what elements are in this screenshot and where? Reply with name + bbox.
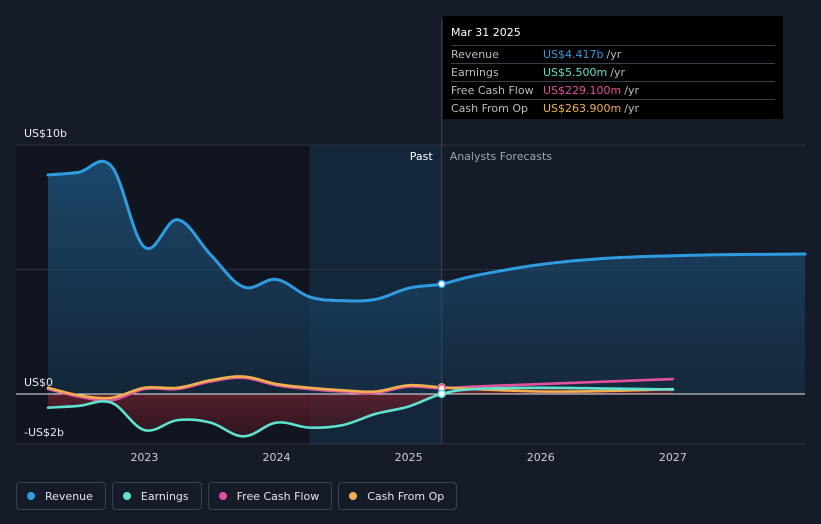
marker-earnings (437, 389, 446, 399)
revenue-dot-icon (27, 492, 35, 500)
tooltip-unit: /yr (624, 84, 639, 97)
y-tick-label: US$10b (24, 127, 67, 140)
tooltip-row-revenue: Revenue US$4.417b /yr (451, 45, 775, 63)
tooltip-value: US$4.417b (543, 48, 604, 61)
x-tick-label: 2027 (659, 451, 687, 464)
tooltip-row-free-cash-flow: Free Cash Flow US$229.100m /yr (451, 81, 775, 99)
tooltip-unit: /yr (610, 66, 625, 79)
series-line-cash-from-op (46, 375, 675, 400)
tooltip-value: US$229.100m (543, 84, 622, 97)
x-tick-label: 2025 (395, 451, 423, 464)
tooltip-label: Earnings (451, 66, 499, 79)
free-cash-flow-dot-icon (218, 492, 227, 500)
tooltip-panel: Mar 31 2025 Revenue US$4.417b /yr Earnin… (443, 16, 783, 119)
x-tick-label: 2026 (527, 451, 555, 464)
tooltip-row-cash-from-op: Cash From Op US$263.900m /yr (451, 99, 775, 117)
y-tick-label: -US$2b (24, 426, 64, 439)
legend-label: Cash From Op (367, 489, 445, 503)
tooltip-label: Revenue (451, 48, 499, 61)
legend: Revenue Earnings Free Cash Flow Cash Fro… (16, 482, 458, 510)
tooltip-unit: /yr (624, 102, 639, 115)
x-tick-label: 2024 (263, 451, 291, 464)
revenue-area (48, 161, 805, 394)
legend-item-cash-from-op[interactable]: Cash From Op (338, 482, 458, 510)
series-line-earnings (46, 386, 675, 438)
legend-item-free-cash-flow[interactable]: Free Cash Flow (207, 482, 333, 510)
past-label: Past (410, 150, 434, 163)
cash-from-op-dot-icon (349, 492, 358, 500)
marker-revenue (437, 279, 446, 289)
y-tick-label: US$0 (24, 376, 53, 389)
legend-label: Free Cash Flow (236, 489, 320, 503)
earnings-dot-icon (122, 492, 131, 500)
x-tick-label: 2023 (130, 451, 158, 464)
tooltip-label: Free Cash Flow (451, 84, 534, 97)
tooltip-value: US$263.900m (543, 102, 622, 115)
series-line-revenue (46, 159, 807, 303)
tooltip-unit: /yr (606, 48, 622, 61)
tooltip-value: US$5.500m (543, 66, 608, 79)
legend-label: Revenue (45, 489, 93, 503)
legend-label: Earnings (140, 489, 189, 503)
tooltip-row-earnings: Earnings US$5.500m /yr (451, 63, 775, 81)
earnings-area (48, 387, 673, 437)
tooltip-date: Mar 31 2025 (451, 26, 521, 39)
legend-item-earnings[interactable]: Earnings (111, 482, 202, 510)
legend-item-revenue[interactable]: Revenue (16, 482, 106, 510)
tooltip-label: Cash From Op (451, 102, 529, 115)
forecast-label: Analysts Forecasts (450, 150, 553, 163)
